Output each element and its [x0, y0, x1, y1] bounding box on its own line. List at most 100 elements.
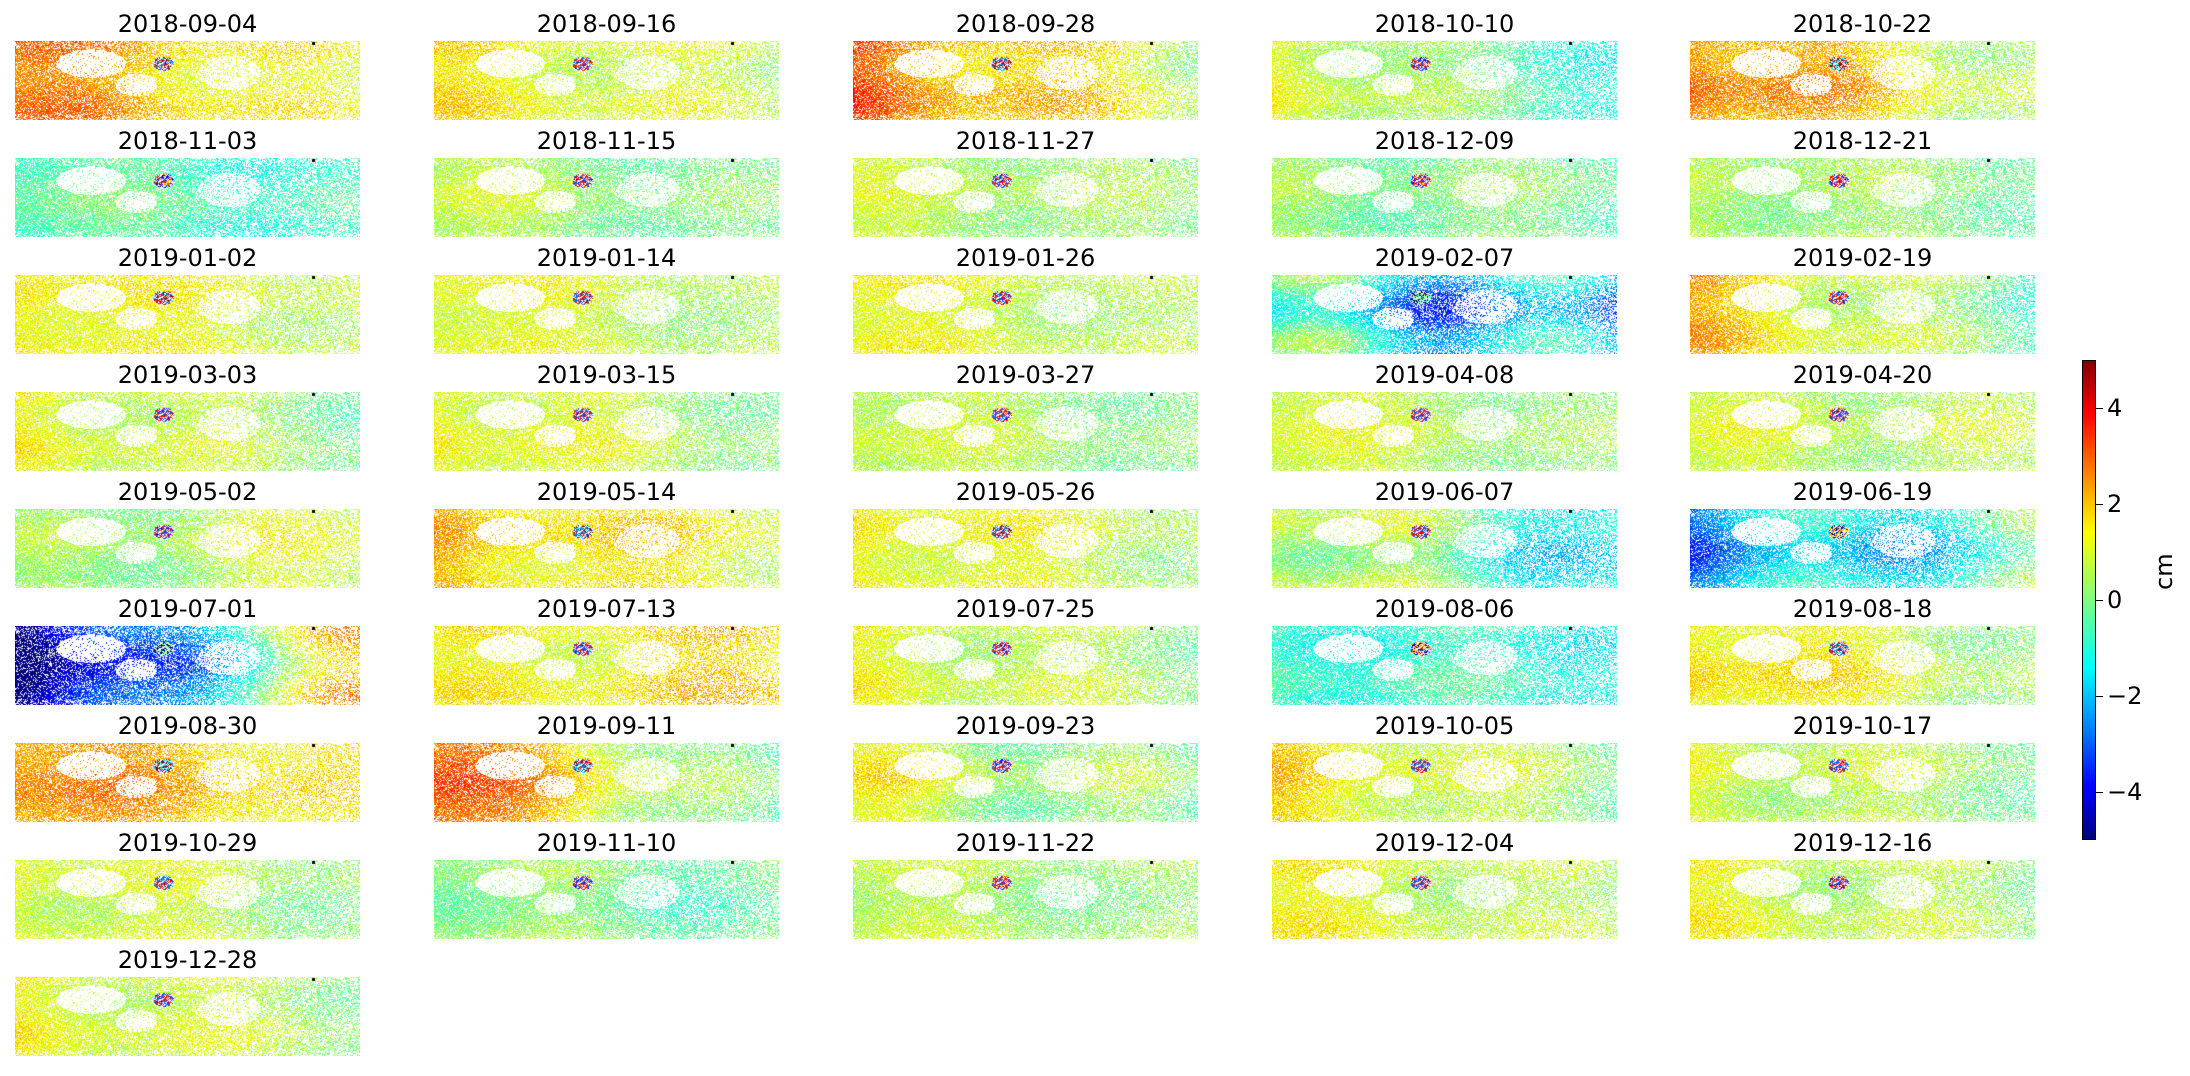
panel-title: 2019-07-01: [117, 595, 258, 623]
panel-title: 2019-12-04: [1374, 829, 1515, 857]
panel-title: 2018-09-16: [536, 10, 677, 38]
panel-title: 2019-05-14: [536, 478, 677, 506]
panel: 2019-10-05: [1272, 709, 1617, 822]
panel-title: 2019-08-18: [1792, 595, 1933, 623]
panel: 2019-03-27: [853, 358, 1198, 471]
panel: 2019-11-22: [853, 826, 1198, 939]
panel: 2018-12-09: [1272, 124, 1617, 237]
displacement-map: [434, 41, 779, 120]
panel: 2019-12-04: [1272, 826, 1617, 939]
displacement-map: [15, 158, 360, 237]
panel-title: 2019-05-02: [117, 478, 258, 506]
panel: 2019-11-10: [434, 826, 779, 939]
panel-title: 2019-02-07: [1374, 244, 1515, 272]
displacement-map: [15, 275, 360, 354]
displacement-map: [15, 977, 360, 1056]
panel-title: 2018-12-09: [1374, 127, 1515, 155]
panel: 2018-10-22: [1690, 7, 2035, 120]
colorbar-tick-label: 4: [2107, 394, 2123, 422]
colorbar-tick: [2096, 792, 2103, 793]
displacement-map: [1272, 275, 1617, 354]
panel-title: 2019-10-05: [1374, 712, 1515, 740]
panel: 2019-12-28: [15, 943, 360, 1056]
displacement-map: [853, 626, 1198, 705]
colorbar-tick-label: 2: [2107, 490, 2123, 518]
panel: 2019-08-06: [1272, 592, 1617, 705]
colorbar-label: cm: [2150, 553, 2178, 590]
panel: 2019-06-07: [1272, 475, 1617, 588]
panel-title: 2019-04-08: [1374, 361, 1515, 389]
displacement-map: [15, 509, 360, 588]
displacement-map: [434, 743, 779, 822]
panel: 2019-10-29: [15, 826, 360, 939]
panel-title: 2018-11-15: [536, 127, 677, 155]
panel-title: 2019-08-30: [117, 712, 258, 740]
displacement-map: [1690, 41, 2035, 120]
displacement-map: [1272, 509, 1617, 588]
panel-title: 2019-01-26: [955, 244, 1096, 272]
panel-title: 2019-10-17: [1792, 712, 1933, 740]
panel-title: 2019-06-07: [1374, 478, 1515, 506]
panel: 2018-09-28: [853, 7, 1198, 120]
panel-title: 2019-09-11: [536, 712, 677, 740]
panel: 2019-01-26: [853, 241, 1198, 354]
displacement-map: [1272, 626, 1617, 705]
colorbar-gradient: [2082, 360, 2096, 840]
panel-title: 2018-11-03: [117, 127, 258, 155]
panel: 2019-02-07: [1272, 241, 1617, 354]
panel-title: 2018-09-04: [117, 10, 258, 38]
panel: 2019-05-02: [15, 475, 360, 588]
panel: 2019-05-26: [853, 475, 1198, 588]
panel-title: 2019-08-06: [1374, 595, 1515, 623]
displacement-map: [1690, 626, 2035, 705]
panel-title: 2019-03-03: [117, 361, 258, 389]
panel-title: 2019-07-13: [536, 595, 677, 623]
panel-title: 2018-10-22: [1792, 10, 1933, 38]
colorbar-tick: [2096, 696, 2103, 697]
colorbar: −4 −2 0 2 4: [2082, 360, 2162, 845]
displacement-map: [853, 392, 1198, 471]
panel: 2018-09-16: [434, 7, 779, 120]
panel-title: 2019-06-19: [1792, 478, 1933, 506]
colorbar-tick: [2096, 600, 2103, 601]
displacement-map: [15, 743, 360, 822]
displacement-map: [434, 626, 779, 705]
displacement-map: [1690, 509, 2035, 588]
panel: 2019-07-01: [15, 592, 360, 705]
panel: 2019-04-08: [1272, 358, 1617, 471]
panel: 2018-09-04: [15, 7, 360, 120]
panel-title: 2019-11-10: [536, 829, 677, 857]
panel: 2019-10-17: [1690, 709, 2035, 822]
displacement-map: [1272, 743, 1617, 822]
displacement-map: [1690, 275, 2035, 354]
panel: 2019-08-18: [1690, 592, 2035, 705]
displacement-map: [1690, 860, 2035, 939]
colorbar-tick-label: −4: [2107, 778, 2143, 806]
panel: 2019-04-20: [1690, 358, 2035, 471]
panel: 2019-07-25: [853, 592, 1198, 705]
displacement-map: [853, 509, 1198, 588]
panel-title: 2019-10-29: [117, 829, 258, 857]
displacement-map: [434, 392, 779, 471]
displacement-map: [15, 392, 360, 471]
panel: 2018-11-03: [15, 124, 360, 237]
displacement-map: [853, 860, 1198, 939]
panel-title: 2018-11-27: [955, 127, 1096, 155]
displacement-map: [853, 275, 1198, 354]
panel-title: 2019-04-20: [1792, 361, 1933, 389]
panel: 2019-06-19: [1690, 475, 2035, 588]
panel-title: 2019-03-27: [955, 361, 1096, 389]
displacement-map: [434, 860, 779, 939]
panel: 2019-02-19: [1690, 241, 2035, 354]
displacement-map: [853, 743, 1198, 822]
displacement-map: [1690, 392, 2035, 471]
colorbar-tick: [2096, 504, 2103, 505]
panel-title: 2018-09-28: [955, 10, 1096, 38]
displacement-map: [1272, 392, 1617, 471]
displacement-map: [853, 41, 1198, 120]
colorbar-tick-label: −2: [2107, 682, 2143, 710]
panel-title: 2018-10-10: [1374, 10, 1515, 38]
panel-title: 2019-05-26: [955, 478, 1096, 506]
panel: 2019-01-02: [15, 241, 360, 354]
panel-title: 2019-07-25: [955, 595, 1096, 623]
